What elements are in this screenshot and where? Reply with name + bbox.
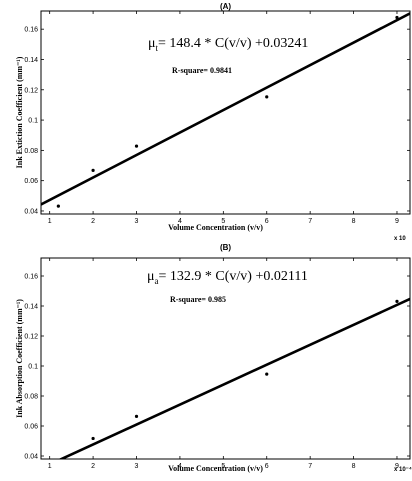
x-exponent-label: x 10⁻⁴ bbox=[394, 467, 412, 473]
y-tick-label: 0.12 bbox=[24, 334, 38, 341]
x-tick-label: 1 bbox=[48, 463, 52, 470]
y-tick-label: 0.06 bbox=[24, 178, 38, 185]
fit-equation: μt= 148.4 * C(v/v) +0.03241 bbox=[148, 36, 308, 53]
x-tick-label: 8 bbox=[352, 463, 356, 470]
y-axis-label: Ink Extiction Coefficient (mm⁻¹) bbox=[15, 56, 24, 168]
fit-line bbox=[58, 297, 410, 459]
plot-frame bbox=[40, 10, 411, 215]
y-tick-label: 0.1 bbox=[28, 364, 38, 371]
x-tick-label: 6 bbox=[265, 218, 269, 225]
data-point bbox=[265, 372, 269, 376]
y-tick-label: 0.12 bbox=[24, 87, 38, 94]
y-tick-label: 0.04 bbox=[24, 208, 38, 215]
x-tick-label: 4 bbox=[178, 218, 182, 225]
x-tick-label: 1 bbox=[48, 218, 52, 225]
plot-frame bbox=[40, 257, 411, 460]
x-tick-label: 6 bbox=[265, 463, 269, 470]
x-tick-label: 5 bbox=[221, 218, 225, 225]
x-exponent-label: x 10 bbox=[394, 236, 406, 242]
data-point bbox=[265, 95, 269, 99]
data-point bbox=[91, 168, 95, 172]
x-tick-label: 9 bbox=[395, 218, 399, 225]
x-tick-label: 2 bbox=[91, 463, 95, 470]
x-tick-label: 3 bbox=[135, 463, 139, 470]
chart-panel-b: (B) 1 2 3 4 5 6 7 8 9 0.04 0.06 0.08 0.1 0.12 0.14 0.16 x… bbox=[15, 243, 412, 473]
data-point bbox=[56, 204, 60, 208]
y-tick-label: 0.16 bbox=[24, 274, 38, 281]
x-tick-label: 8 bbox=[352, 218, 356, 225]
chart-title: (B) bbox=[220, 243, 231, 252]
data-point bbox=[395, 299, 399, 303]
data-point bbox=[395, 15, 399, 20]
data-point bbox=[134, 144, 139, 148]
x-tick-label: 5 bbox=[221, 463, 225, 470]
x-axis-label: Volume Concentration (v/v) bbox=[168, 223, 263, 232]
x-tick-label: 7 bbox=[308, 218, 312, 225]
data-point bbox=[91, 436, 95, 441]
x-tick-label: 2 bbox=[91, 218, 95, 225]
x-tick-label: 9 bbox=[395, 463, 399, 470]
chart-panel-a: (A) 1 2 3 4 5 6 7 8 9 0.04 0.06 0.08 0.1 0.12 0.14 0.16 x… bbox=[15, 2, 411, 242]
fit-line bbox=[41, 12, 410, 206]
x-tick-label: 3 bbox=[135, 218, 139, 225]
x-axis-label: Volume Concentration (v/v) bbox=[168, 464, 263, 473]
data-point bbox=[134, 414, 139, 418]
x-tick-label: 4 bbox=[178, 463, 182, 470]
fit-equation: μa= 132.9 * C(v/v) +0.02111 bbox=[147, 269, 308, 286]
x-tick-label: 7 bbox=[308, 463, 312, 470]
y-tick-label: 0.08 bbox=[24, 148, 38, 155]
y-axis-label: Ink Absorption Coefficient (mm⁻¹) bbox=[15, 299, 24, 418]
y-tick-label: 0.16 bbox=[24, 27, 38, 34]
r-square-label: R-square= 0.985 bbox=[170, 295, 226, 304]
r-square-label: R-square= 0.9841 bbox=[172, 66, 232, 75]
y-tick-label: 0.14 bbox=[24, 57, 38, 64]
y-tick-label: 0.04 bbox=[24, 454, 38, 461]
y-tick-label: 0.06 bbox=[24, 424, 38, 431]
chart-title: (A) bbox=[220, 2, 231, 11]
y-tick-label: 0.08 bbox=[24, 394, 38, 401]
y-tick-label: 0.1 bbox=[28, 118, 38, 125]
y-tick-label: 0.14 bbox=[24, 304, 38, 311]
